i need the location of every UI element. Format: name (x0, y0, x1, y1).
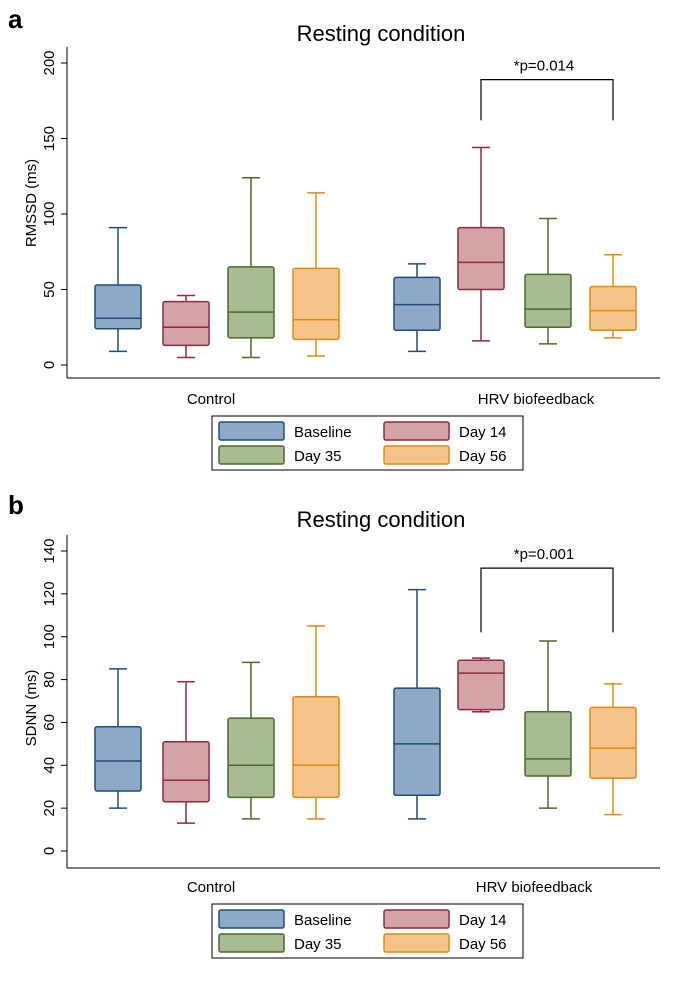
legend-label: Baseline (294, 912, 352, 929)
box-day-35 (227, 266, 275, 339)
legend-swatch (383, 445, 450, 465)
legend-swatch (218, 909, 285, 929)
box-day-56 (292, 267, 340, 341)
group-label: Control (187, 879, 235, 896)
box-day-35 (227, 717, 275, 799)
legend-swatch (383, 421, 450, 441)
box-day-14 (457, 659, 505, 711)
group-label: HRV biofeedback (478, 391, 595, 408)
group-label: Control (187, 391, 235, 408)
box-day-14 (162, 300, 210, 347)
box-baseline (94, 725, 142, 792)
y-tick-label: 80 (41, 671, 58, 688)
y-tick-label: 20 (41, 800, 58, 817)
legend: Baseline Day 14 Day 35 Day 56 (211, 415, 524, 471)
box-baseline (393, 276, 441, 332)
legend-label: Baseline (294, 424, 352, 441)
legend-label: Day 14 (459, 424, 507, 441)
y-tick-label: 50 (41, 281, 58, 298)
panel-a: a Resting condition RMSSD (ms) 0 50 100 150… (8, 4, 660, 471)
legend-swatch (218, 933, 285, 953)
panel-label: a (8, 4, 23, 34)
y-tick-label: 40 (41, 757, 58, 774)
y-tick-label: 0 (41, 847, 58, 855)
legend-swatch (383, 933, 450, 953)
y-axis-label: SDNN (ms) (23, 670, 40, 747)
legend-label: Day 35 (294, 448, 342, 465)
significance-label: *p=0.001 (514, 546, 574, 563)
legend-swatch (383, 909, 450, 929)
significance-bracket (480, 567, 614, 633)
y-tick-label: 150 (41, 126, 58, 151)
significance-bracket (480, 79, 614, 121)
chart-title: Resting condition (297, 21, 466, 46)
panel-label: b (8, 490, 24, 520)
y-tick-label: 60 (41, 714, 58, 731)
group-label: HRV biofeedback (476, 879, 593, 896)
box-baseline (393, 687, 441, 797)
box-baseline (94, 284, 142, 330)
box-day-14 (162, 740, 210, 803)
legend: Baseline Day 14 Day 35 Day 56 (211, 903, 524, 959)
legend-label: Day 56 (459, 448, 507, 465)
legend-label: Day 35 (294, 936, 342, 953)
y-tick-label: 140 (41, 538, 58, 563)
y-tick-label: 100 (41, 201, 58, 226)
y-axis-label: RMSSD (ms) (23, 159, 40, 247)
legend-swatch (218, 421, 285, 441)
box-day-56 (292, 695, 340, 799)
panel-b: b Resting condition SDNN (ms) 0 20 40 60 80 1… (8, 490, 660, 959)
plot-area: 0 20 40 60 80 100 120 140 *p=0.001 (41, 535, 660, 869)
legend-swatch (218, 445, 285, 465)
box-day-56 (589, 706, 637, 779)
legend-label: Day 14 (459, 912, 507, 929)
box-day-14 (457, 226, 505, 291)
y-tick-label: 0 (41, 361, 58, 369)
y-tick-label: 120 (41, 581, 58, 606)
y-tick-label: 200 (41, 50, 58, 75)
box-day-35 (524, 710, 572, 777)
legend-label: Day 56 (459, 936, 507, 953)
box-day-56 (589, 285, 637, 332)
y-tick-label: 100 (41, 624, 58, 649)
significance-label: *p=0.014 (514, 58, 574, 75)
chart-title: Resting condition (297, 507, 466, 532)
plot-area: 0 50 100 150 200 *p=0.014 (41, 47, 660, 379)
box-day-35 (524, 273, 572, 328)
